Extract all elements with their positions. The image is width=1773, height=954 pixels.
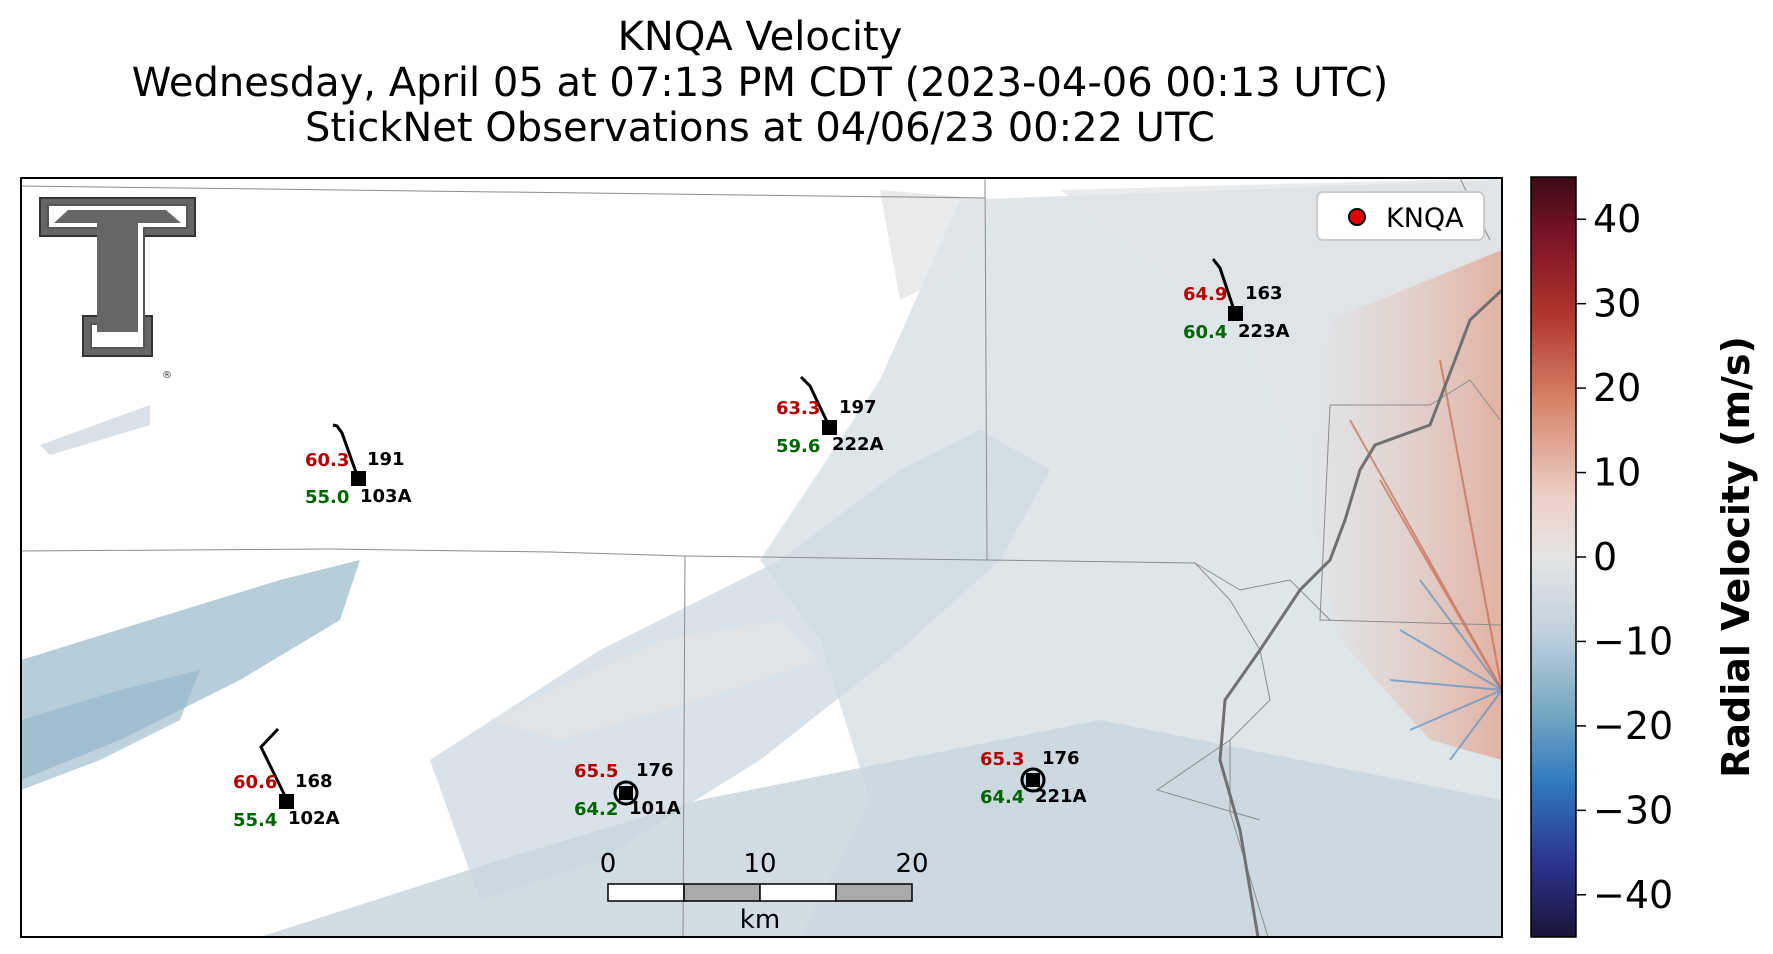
station-direction: 191 [367,449,405,470]
station-direction: 163 [1245,283,1283,304]
scale-bar: 0 10 20 km [600,849,929,935]
station-id: 101A [629,798,681,819]
station-dewpoint: 64.2 [574,799,618,820]
colorbar-tick-label: 40 [1593,197,1641,241]
station-temp: 63.3 [776,398,820,419]
stations-layer: 60.3 191 55.0 103A 63.3 197 59.6 222A 64… [233,258,1290,831]
station-temp: 64.9 [1183,284,1227,305]
svg-text:®: ® [162,370,172,381]
station-id: 223A [1238,321,1290,342]
station-marker-icon [351,471,366,486]
colorbar-tick-label: 0 [1593,535,1617,579]
wind-barb-icon [1211,258,1237,314]
calm-wind-icon [613,780,639,806]
station-marker-icon [279,794,294,809]
station-dewpoint: 59.6 [776,436,820,457]
station-id: 221A [1035,786,1087,807]
colorbar-tick-label: −20 [1593,704,1673,748]
legend: KNQA [1316,191,1485,241]
scale-tick-0: 0 [600,849,617,879]
station-marker-icon [822,420,837,435]
station-101A[interactable]: 65.5 176 64.2 101A [574,760,681,820]
station-dewpoint: 64.4 [980,787,1024,808]
wind-barb-icon [332,423,360,479]
colorbar-tick-label: 20 [1593,366,1641,410]
station-temp: 65.5 [574,761,618,782]
legend-marker-icon [1348,208,1366,226]
station-id: 102A [288,808,340,829]
station-temp: 60.3 [305,450,349,471]
scale-tick-20: 20 [895,849,928,879]
scale-tick-10: 10 [743,849,776,879]
station-direction: 168 [295,771,333,792]
station-223A[interactable]: 64.9 163 60.4 223A [1183,258,1290,343]
scale-unit: km [740,905,780,935]
station-marker-icon [619,786,633,800]
colorbar-tick-label: −40 [1593,873,1673,917]
station-222A[interactable]: 63.3 197 59.6 222A [776,375,884,457]
station-103A[interactable]: 60.3 191 55.0 103A [305,423,412,508]
station-direction: 197 [839,397,877,418]
title-line-3: StickNet Observations at 04/06/23 00:22 … [305,105,1215,151]
texas-tech-logo: ® [39,197,196,381]
station-temp: 60.6 [233,772,277,793]
wind-barb-icon [799,375,832,429]
station-direction: 176 [636,760,674,781]
station-marker-icon [1228,306,1243,321]
calm-wind-icon [1020,767,1046,793]
station-dewpoint: 55.4 [233,810,277,831]
station-marker-icon [1026,773,1040,787]
station-id: 103A [360,486,412,507]
legend-label: KNQA [1386,203,1464,234]
map-frame [20,177,1503,938]
wind-barb-icon [259,727,287,797]
colorbar-tick-label: 10 [1593,451,1641,495]
title-line-1: KNQA Velocity [617,14,903,60]
radar-echoes [21,178,1502,937]
station-221A[interactable]: 65.3 176 64.4 221A [980,748,1087,808]
station-id: 222A [832,434,884,455]
station-dewpoint: 55.0 [305,487,349,508]
station-temp: 65.3 [980,749,1024,770]
colorbar: 40 30 20 10 0 −10 −20 −30 −40 Radial Velocity (m… [1530,176,1758,938]
colorbar-tick-label: −30 [1593,788,1673,832]
colorbar-tick-label: 30 [1593,282,1641,326]
station-direction: 176 [1042,748,1080,769]
station-102A[interactable]: 60.6 168 55.4 102A [233,727,340,831]
station-dewpoint: 60.4 [1183,322,1227,343]
title-line-2: Wednesday, April 05 at 07:13 PM CDT (202… [131,60,1389,106]
colorbar-label: Radial Velocity (m/s) [1714,336,1758,778]
colorbar-tick-label: −10 [1593,619,1673,663]
